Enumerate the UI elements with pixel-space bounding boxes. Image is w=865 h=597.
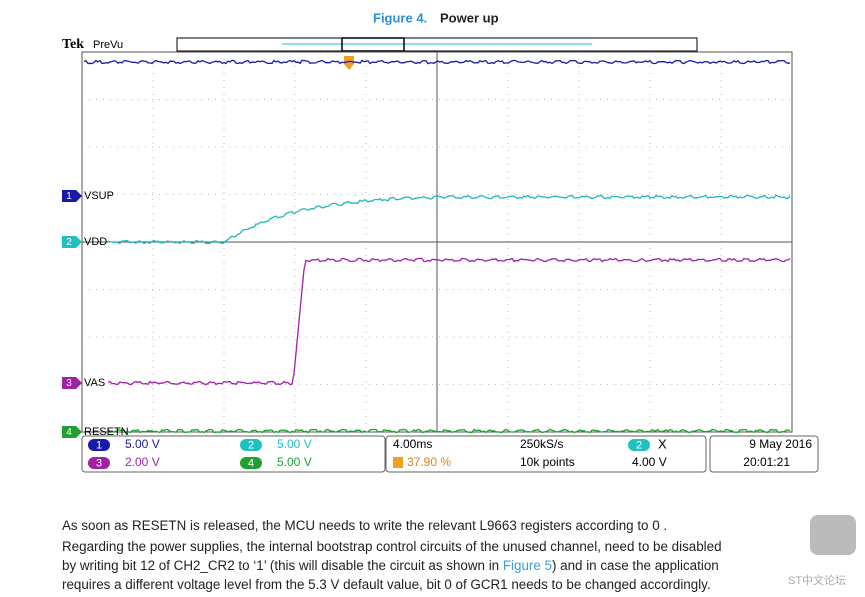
channel-number: 1: [66, 191, 72, 202]
channel-badge: [88, 439, 110, 451]
paragraph-line: by writing bit 12 of CH2_CR2 to ‘1’ (thi…: [62, 556, 719, 575]
trigger-position: 37.90 %: [407, 455, 451, 469]
timebase: 4.00ms: [393, 437, 432, 451]
date-box: [709, 435, 819, 473]
record-length: 10k points: [520, 455, 575, 469]
trigger-level: 4.00 V: [632, 455, 667, 469]
channel-scale: 5.00 V: [277, 437, 312, 451]
channel-number: 1: [96, 439, 102, 451]
channel-labels: 1 VSUP 2 VDD 3 VAS 4 RESETN: [62, 190, 129, 438]
waveform: [107, 257, 791, 386]
horizontal-box: [385, 435, 707, 473]
waveform: [107, 194, 791, 245]
channel-number: 2: [66, 237, 72, 248]
channel-scale: 5.00 V: [125, 437, 160, 451]
channel-scale: 5.00 V: [277, 455, 312, 469]
record-window: [341, 37, 405, 52]
trigger-source-badge: [628, 439, 650, 451]
trigger-marker: [344, 56, 354, 70]
channel-number: 4: [66, 427, 72, 438]
link[interactable]: Figure 5: [502, 558, 552, 573]
caption-title: Power up: [440, 10, 499, 25]
time: 20:01:21: [743, 455, 790, 469]
waveform: [107, 428, 791, 434]
channel-number: 3: [96, 457, 102, 469]
paragraph-line: Regarding the power supplies, the intern…: [62, 539, 722, 554]
channel-badge: [88, 457, 110, 469]
watermark-icon: [810, 515, 856, 555]
channel-name: VSUP: [84, 190, 114, 202]
channel-number: 2: [248, 439, 254, 451]
trigger-icon: [393, 457, 403, 468]
figure: Figure 4. Power up Tek PreVu 1 VSUP 2 VDD 3 V…: [62, 10, 819, 473]
channel-marker: [62, 190, 82, 202]
trigger-slope: X: [658, 436, 667, 451]
channel-scale: 2.00 V: [125, 455, 160, 469]
trigger-source: 2: [636, 439, 642, 451]
waveform: [83, 59, 791, 65]
mode: PreVu: [93, 39, 123, 51]
channel-badge: [240, 439, 262, 451]
channel-marker: [62, 426, 82, 438]
sample-rate: 250kS/s: [520, 437, 563, 451]
channel-number: 3: [66, 378, 72, 389]
caption-label: Figure 4.: [373, 10, 427, 25]
channel-marker: [62, 236, 82, 248]
paragraph-line: requires a different voltage level from …: [62, 577, 711, 592]
channel-marker: [62, 377, 82, 389]
channel-number: 4: [248, 457, 254, 469]
vertical-box: [81, 435, 386, 473]
text: by writing bit 12 of CH2_CR2 to ‘1’ (thi…: [62, 558, 503, 573]
grid: [82, 52, 792, 432]
channel-badge: [240, 457, 262, 469]
date: 9 May 2016: [749, 437, 812, 451]
channel-name: VDD: [84, 236, 107, 248]
channel-name: RESETN: [84, 426, 129, 438]
channel-name: VAS: [84, 377, 105, 389]
brand: Tek: [62, 37, 84, 52]
watermark: ST中文论坛: [788, 575, 847, 587]
paragraph: As soon as RESETN is released, the MCU n…: [62, 518, 668, 533]
traces: [83, 59, 791, 434]
text: ) and in case the application: [551, 558, 719, 573]
status-bar: 4.00ms 37.90 % 250kS/s 10k points 2 X 4.…: [81, 435, 819, 473]
